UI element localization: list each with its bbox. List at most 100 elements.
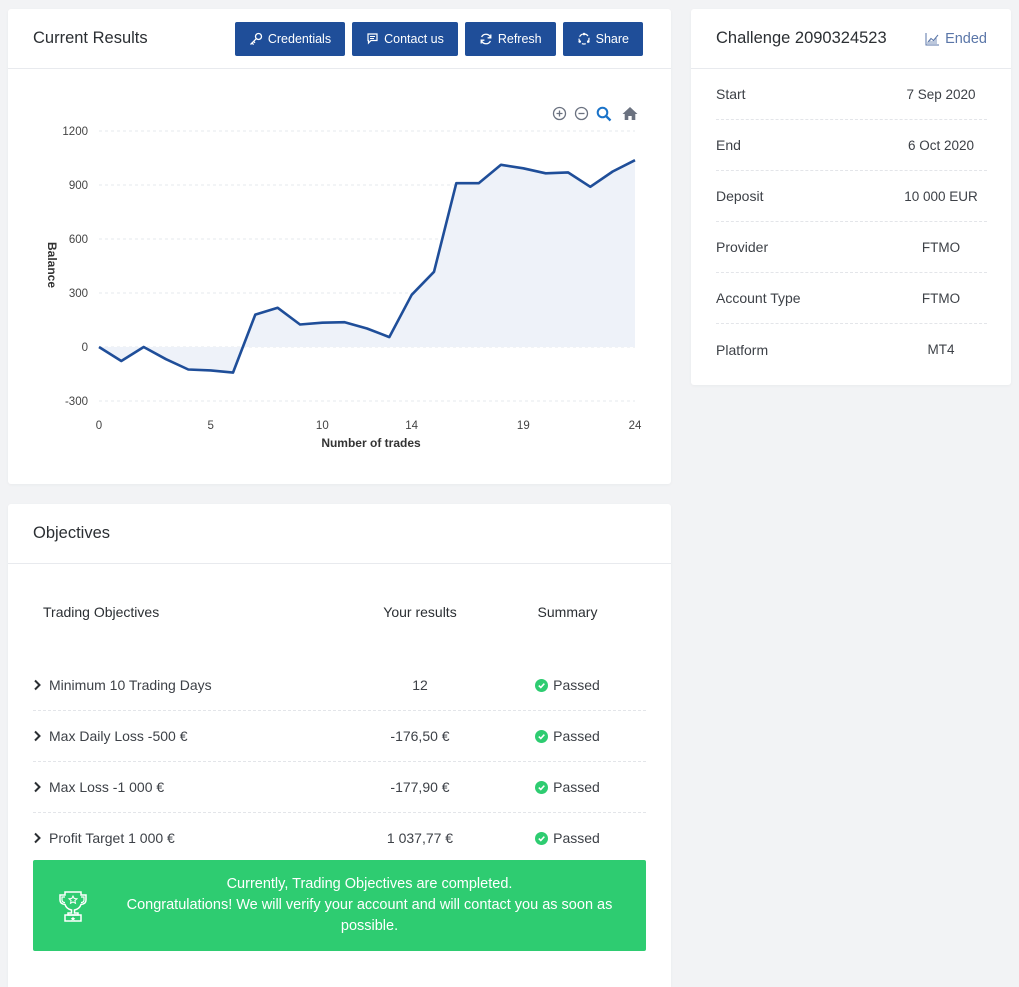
challenge-info-list: Start 7 Sep 2020 End 6 Oct 2020 Deposit … — [691, 69, 1011, 375]
check-circle-icon — [535, 678, 549, 692]
passed-badge: Passed — [535, 728, 600, 744]
x-tick-label: 5 — [207, 420, 213, 432]
objective-summary-cell: Passed — [489, 779, 646, 795]
objectives-table: Trading Objectives Your results Summary … — [33, 564, 646, 864]
area-fill — [99, 160, 635, 373]
y-axis-title: Balance — [45, 242, 59, 288]
y-tick-label: 0 — [82, 342, 88, 354]
refresh-icon — [480, 33, 492, 44]
results-title: Current Results — [33, 29, 148, 47]
y-tick-label: 600 — [69, 234, 88, 246]
chart-toolbar — [551, 105, 638, 122]
objective-name: Minimum 10 Trading Days — [49, 677, 212, 693]
objective-name-cell: Max Daily Loss -500 € — [33, 728, 351, 744]
chevron-right-icon — [33, 832, 49, 844]
results-actions: Credentials Contact us Refresh Share — [234, 21, 643, 56]
status-badge: Ended — [925, 31, 987, 47]
y-tick-label: 900 — [69, 180, 88, 192]
info-row-platform: Platform MT4 — [716, 324, 987, 375]
current-results-card: Current Results Credentials Contact us R… — [8, 9, 671, 484]
info-value: 6 Oct 2020 — [907, 137, 975, 153]
info-value: MT4 — [927, 342, 955, 357]
challenge-header: Challenge 2090324523 Ended — [691, 9, 1011, 69]
home-icon[interactable] — [621, 105, 638, 122]
objective-summary: Passed — [553, 728, 600, 745]
header-your-results: Your results — [383, 604, 457, 620]
info-row-deposit: Deposit 10 000 EUR — [716, 171, 987, 222]
check-circle-icon — [535, 729, 549, 743]
chevron-right-icon — [33, 730, 49, 742]
objectives-table-header: Trading Objectives Your results Summary — [33, 564, 646, 660]
objectives-header: Objectives — [8, 504, 671, 564]
contact-label: Contact us — [384, 31, 444, 46]
share-icon — [578, 32, 590, 45]
chevron-right-icon — [33, 781, 49, 793]
info-label: Platform — [716, 341, 769, 358]
info-value: 10 000 EUR — [904, 188, 978, 204]
passed-badge: Passed — [535, 779, 600, 795]
trophy-icon — [33, 889, 113, 923]
zoom-in-icon[interactable] — [551, 105, 568, 122]
refresh-label: Refresh — [497, 31, 542, 46]
credentials-button[interactable]: Credentials — [234, 21, 346, 56]
check-circle-icon — [535, 780, 549, 794]
x-tick-label: 10 — [316, 420, 329, 432]
challenge-card: Challenge 2090324523 Ended Start 7 Sep 2… — [691, 9, 1011, 385]
info-row-account-type: Account Type FTMO — [716, 273, 987, 324]
check-circle-icon — [535, 831, 549, 845]
zoom-out-icon[interactable] — [573, 105, 590, 122]
zoom-select-icon[interactable] — [595, 105, 612, 122]
info-label: End — [716, 137, 741, 153]
credentials-label: Credentials — [267, 31, 332, 46]
info-value: 7 Sep 2020 — [906, 86, 976, 102]
completion-banner: Currently, Trading Objectives are comple… — [33, 860, 646, 951]
info-label: Account Type — [716, 290, 801, 306]
contact-us-button[interactable]: Contact us — [352, 21, 458, 56]
share-button[interactable]: Share — [562, 21, 643, 56]
objective-summary: Passed — [553, 779, 600, 796]
objectives-card: Objectives Trading Objectives Your resul… — [8, 504, 671, 987]
objective-summary-cell: Passed — [489, 830, 646, 847]
info-label: Provider — [716, 239, 769, 255]
info-value: FTMO — [921, 290, 961, 306]
info-row-start: Start 7 Sep 2020 — [716, 69, 987, 120]
results-header: Current Results Credentials Contact us R… — [8, 9, 671, 69]
chat-icon — [367, 33, 378, 45]
objective-name-cell: Profit Target 1 000 € — [33, 830, 351, 846]
objective-row[interactable]: Minimum 10 Trading Days 12 Passed — [33, 660, 646, 711]
info-label: Start — [716, 86, 746, 102]
banner-line-1: Currently, Trading Objectives are comple… — [226, 876, 513, 892]
x-tick-label: 19 — [517, 420, 530, 432]
objectives-title: Objectives — [33, 524, 111, 542]
objective-summary-cell: Passed — [489, 728, 646, 744]
objective-result: 1 037,77 € — [386, 830, 454, 846]
y-tick-label: 1200 — [62, 126, 88, 138]
objective-row[interactable]: Max Loss -1 000 € -177,90 € Passed — [33, 762, 646, 813]
objective-summary: Passed — [553, 830, 600, 847]
share-label: Share — [595, 31, 629, 46]
objective-result: -176,50 € — [390, 728, 450, 744]
objective-row[interactable]: Max Daily Loss -500 € -176,50 € Passed — [33, 711, 646, 762]
series-line — [98, 159, 636, 374]
x-axis-title: Number of trades — [321, 436, 421, 450]
status-label: Ended — [945, 30, 987, 47]
objective-name-cell: Max Loss -1 000 € — [33, 779, 351, 795]
objective-summary: Passed — [553, 677, 600, 694]
chart-line-icon — [925, 32, 940, 45]
info-row-provider: Provider FTMO — [716, 222, 987, 273]
banner-line-2: Congratulations! We will verify your acc… — [126, 897, 613, 934]
header-summary: Summary — [537, 604, 598, 620]
objective-name-cell: Minimum 10 Trading Days — [33, 677, 351, 693]
x-tick-label: 14 — [405, 420, 418, 432]
y-tick-label: 300 — [69, 288, 88, 300]
objective-result: -177,90 € — [390, 779, 450, 795]
objective-name: Max Daily Loss -500 € — [49, 728, 188, 744]
objective-row[interactable]: Profit Target 1 000 € 1 037,77 € Passed — [33, 813, 646, 864]
key-icon — [249, 32, 263, 45]
chevron-right-icon — [33, 679, 49, 691]
header-trading-objectives: Trading Objectives — [43, 604, 160, 620]
challenge-title: Challenge 2090324523 — [716, 29, 887, 47]
objective-result: 12 — [412, 677, 428, 693]
balance-chart-svg: -300 0 300 600 900 1200 0 5 10 14 19 24 Number of tr… — [45, 126, 642, 450]
refresh-button[interactable]: Refresh — [464, 21, 556, 56]
